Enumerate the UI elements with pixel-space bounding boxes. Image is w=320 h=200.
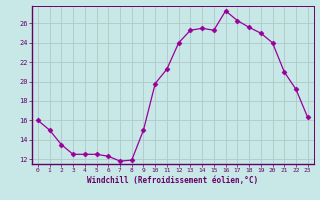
X-axis label: Windchill (Refroidissement éolien,°C): Windchill (Refroidissement éolien,°C) [87,176,258,185]
